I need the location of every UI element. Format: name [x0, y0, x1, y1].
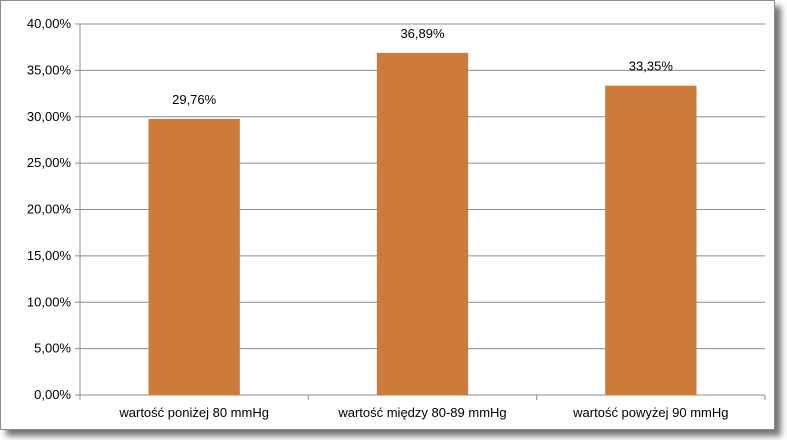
- y-tick-label: 15,00%: [27, 248, 72, 263]
- bar: [605, 85, 697, 396]
- y-tick-label: 0,00%: [34, 387, 71, 402]
- y-tick-label: 20,00%: [27, 202, 72, 217]
- y-tick-label: 25,00%: [27, 155, 72, 170]
- y-tick-label: 30,00%: [27, 109, 72, 124]
- data-label: 29,76%: [172, 92, 217, 107]
- bar: [376, 52, 469, 396]
- y-tick-label: 35,00%: [27, 62, 72, 77]
- data-label: 33,35%: [629, 59, 674, 74]
- x-category-label: wartość między 80-89 mmHg: [337, 405, 506, 420]
- y-tick-label: 5,00%: [34, 341, 71, 356]
- x-category-label: wartość poniżej 80 mmHg: [118, 405, 269, 420]
- data-label: 36,89%: [400, 26, 445, 41]
- y-tick-label: 10,00%: [27, 294, 72, 309]
- bar: [148, 118, 240, 395]
- y-tick-label: 40,00%: [27, 16, 72, 31]
- x-category-label: wartość powyżej 90 mmHg: [572, 405, 728, 420]
